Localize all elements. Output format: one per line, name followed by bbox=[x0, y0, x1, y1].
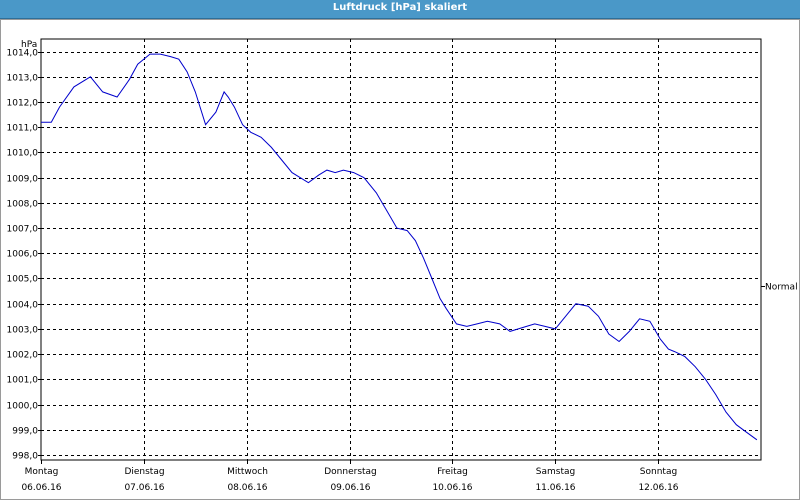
y-tick-label: 1010,0 bbox=[7, 149, 39, 159]
y-axis-label: hPa bbox=[21, 40, 37, 50]
y-tick-label: 999,0 bbox=[12, 427, 38, 437]
y-tick-label: 1014,0 bbox=[7, 49, 39, 59]
x-tick-day-label: Dienstag bbox=[124, 467, 164, 477]
x-tick-date-label: 06.06.16 bbox=[21, 483, 61, 493]
y-tick-label: 1002,0 bbox=[7, 351, 39, 361]
x-tick-day-label: Freitag bbox=[437, 467, 468, 477]
y-tick-label: 998,0 bbox=[12, 452, 38, 462]
x-tick-day-label: Samstag bbox=[536, 467, 575, 477]
y-tick-label: 1013,0 bbox=[7, 74, 39, 84]
normal-label: Normal bbox=[765, 283, 798, 293]
x-tick-day-label: Donnerstag bbox=[324, 467, 377, 477]
pressure-series-line bbox=[41, 53, 758, 441]
x-tick-day-label: Montag bbox=[25, 467, 59, 477]
plot-area-border bbox=[40, 38, 762, 461]
x-tick-date-label: 08.06.16 bbox=[227, 483, 267, 493]
pressure-chart: 998,0 999,0 1000,0 1001,0 1002,0 1003,0 1004,0… bbox=[7, 38, 798, 493]
x-tick-date-label: 11.06.16 bbox=[535, 483, 575, 493]
x-tick-day-label: Mittwoch bbox=[227, 467, 268, 477]
chart-frame: 998,0 999,0 1000,0 1001,0 1002,0 1003,0 1004,0… bbox=[0, 19, 800, 500]
x-tick-date-label: 07.06.16 bbox=[124, 483, 164, 493]
x-tick-date-label: 09.06.16 bbox=[330, 483, 370, 493]
y-tick-label: 1012,0 bbox=[7, 99, 39, 109]
y-tick-label: 1006,0 bbox=[7, 250, 39, 260]
x-tick-date-label: 12.06.16 bbox=[638, 483, 678, 493]
title-bar: Luftdruck [hPa] skaliert bbox=[0, 0, 800, 19]
y-tick-label: 1003,0 bbox=[7, 326, 39, 336]
y-tick-label: 1005,0 bbox=[7, 275, 39, 285]
y-tick-label: 1011,0 bbox=[7, 124, 39, 134]
y-tick-label: 1009,0 bbox=[7, 175, 39, 185]
y-tick-label: 1000,0 bbox=[7, 402, 39, 412]
y-tick-label: 1008,0 bbox=[7, 200, 39, 210]
chart-title: Luftdruck [hPa] skaliert bbox=[332, 2, 468, 13]
y-tick-label: 1007,0 bbox=[7, 225, 39, 235]
x-tick-day-label: Sonntag bbox=[640, 467, 677, 477]
x-tick-date-label: 10.06.16 bbox=[432, 483, 472, 493]
y-tick-label: 1001,0 bbox=[7, 376, 39, 386]
y-tick-label: 1004,0 bbox=[7, 301, 39, 311]
